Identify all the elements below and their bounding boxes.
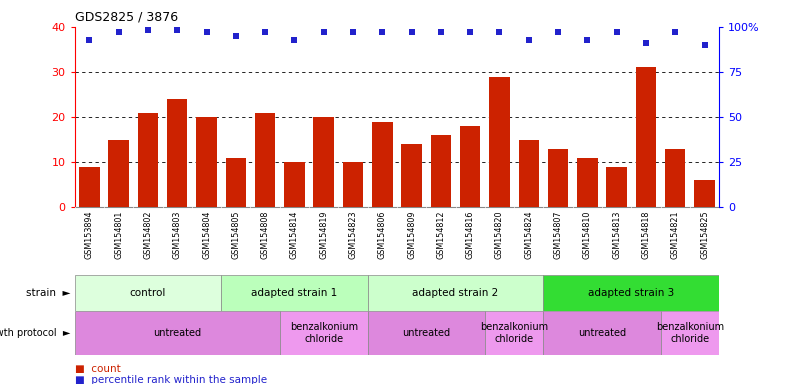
Bar xyxy=(221,275,368,311)
Bar xyxy=(519,140,539,207)
Point xyxy=(112,29,125,35)
Bar xyxy=(665,149,685,207)
Text: benzalkonium
chloride: benzalkonium chloride xyxy=(480,322,548,344)
Text: GSM154816: GSM154816 xyxy=(465,211,475,259)
Point xyxy=(581,36,593,43)
Text: GSM154823: GSM154823 xyxy=(348,211,358,259)
Point xyxy=(698,42,711,48)
Point xyxy=(640,40,652,46)
Text: untreated: untreated xyxy=(402,328,450,338)
Bar xyxy=(255,113,275,207)
Point xyxy=(141,27,154,33)
Point xyxy=(259,29,271,35)
Text: GSM154810: GSM154810 xyxy=(583,211,592,259)
Text: GSM154801: GSM154801 xyxy=(114,211,123,259)
Point xyxy=(318,29,330,35)
Text: adapted strain 3: adapted strain 3 xyxy=(588,288,674,298)
Point xyxy=(464,29,476,35)
Bar xyxy=(543,311,660,355)
Text: GSM154812: GSM154812 xyxy=(436,211,446,259)
Text: untreated: untreated xyxy=(153,328,201,338)
Bar xyxy=(485,311,543,355)
Text: GSM154805: GSM154805 xyxy=(231,211,241,259)
Bar xyxy=(636,68,656,207)
Bar xyxy=(368,311,485,355)
Bar xyxy=(577,158,597,207)
Text: adapted strain 2: adapted strain 2 xyxy=(413,288,498,298)
Bar xyxy=(196,117,217,207)
Text: GSM154819: GSM154819 xyxy=(319,211,329,259)
Text: GDS2825 / 3876: GDS2825 / 3876 xyxy=(75,10,178,23)
Text: GSM154813: GSM154813 xyxy=(612,211,621,259)
Bar xyxy=(75,311,280,355)
Bar xyxy=(79,167,100,207)
Text: GSM154809: GSM154809 xyxy=(407,211,416,259)
Text: ■  percentile rank within the sample: ■ percentile rank within the sample xyxy=(75,375,266,384)
Bar xyxy=(607,167,627,207)
Text: GSM154807: GSM154807 xyxy=(553,211,563,259)
Text: GSM153894: GSM153894 xyxy=(85,211,94,259)
Point xyxy=(288,36,301,43)
Bar xyxy=(460,126,480,207)
Bar xyxy=(108,140,129,207)
Point xyxy=(376,29,388,35)
Text: GSM154803: GSM154803 xyxy=(173,211,182,259)
Bar xyxy=(314,117,334,207)
Point xyxy=(347,29,359,35)
Bar xyxy=(660,311,719,355)
Bar xyxy=(431,135,451,207)
Point xyxy=(552,29,564,35)
Bar xyxy=(694,180,714,207)
Text: GSM154821: GSM154821 xyxy=(670,211,680,259)
Bar xyxy=(167,99,188,207)
Text: GSM154814: GSM154814 xyxy=(290,211,299,259)
Point xyxy=(611,29,623,35)
Bar xyxy=(138,113,158,207)
Bar xyxy=(548,149,568,207)
Text: GSM154825: GSM154825 xyxy=(700,211,709,259)
Point xyxy=(171,27,183,33)
Text: adapted strain 1: adapted strain 1 xyxy=(252,288,337,298)
Text: strain  ►: strain ► xyxy=(26,288,71,298)
Bar xyxy=(402,144,422,207)
Bar xyxy=(489,76,510,207)
Text: GSM154802: GSM154802 xyxy=(143,211,152,259)
Bar xyxy=(226,158,246,207)
Text: GSM154820: GSM154820 xyxy=(495,211,504,259)
Point xyxy=(406,29,418,35)
Bar xyxy=(368,275,543,311)
Text: growth protocol  ►: growth protocol ► xyxy=(0,328,71,338)
Text: control: control xyxy=(130,288,166,298)
Bar xyxy=(75,275,221,311)
Bar xyxy=(343,162,363,207)
Text: GSM154806: GSM154806 xyxy=(378,211,387,259)
Text: GSM154808: GSM154808 xyxy=(261,211,270,259)
Point xyxy=(435,29,447,35)
Point xyxy=(230,33,242,39)
Point xyxy=(83,36,96,43)
Text: untreated: untreated xyxy=(578,328,626,338)
Text: benzalkonium
chloride: benzalkonium chloride xyxy=(289,322,358,344)
Point xyxy=(669,29,681,35)
Text: benzalkonium
chloride: benzalkonium chloride xyxy=(656,322,724,344)
Point xyxy=(200,29,213,35)
Text: ■  count: ■ count xyxy=(75,364,120,374)
Point xyxy=(493,29,505,35)
Point xyxy=(523,36,535,43)
Bar xyxy=(280,311,368,355)
Bar xyxy=(543,275,719,311)
Bar xyxy=(285,162,305,207)
Bar xyxy=(372,122,392,207)
Text: GSM154818: GSM154818 xyxy=(641,211,651,259)
Text: GSM154824: GSM154824 xyxy=(524,211,533,259)
Text: GSM154804: GSM154804 xyxy=(202,211,211,259)
